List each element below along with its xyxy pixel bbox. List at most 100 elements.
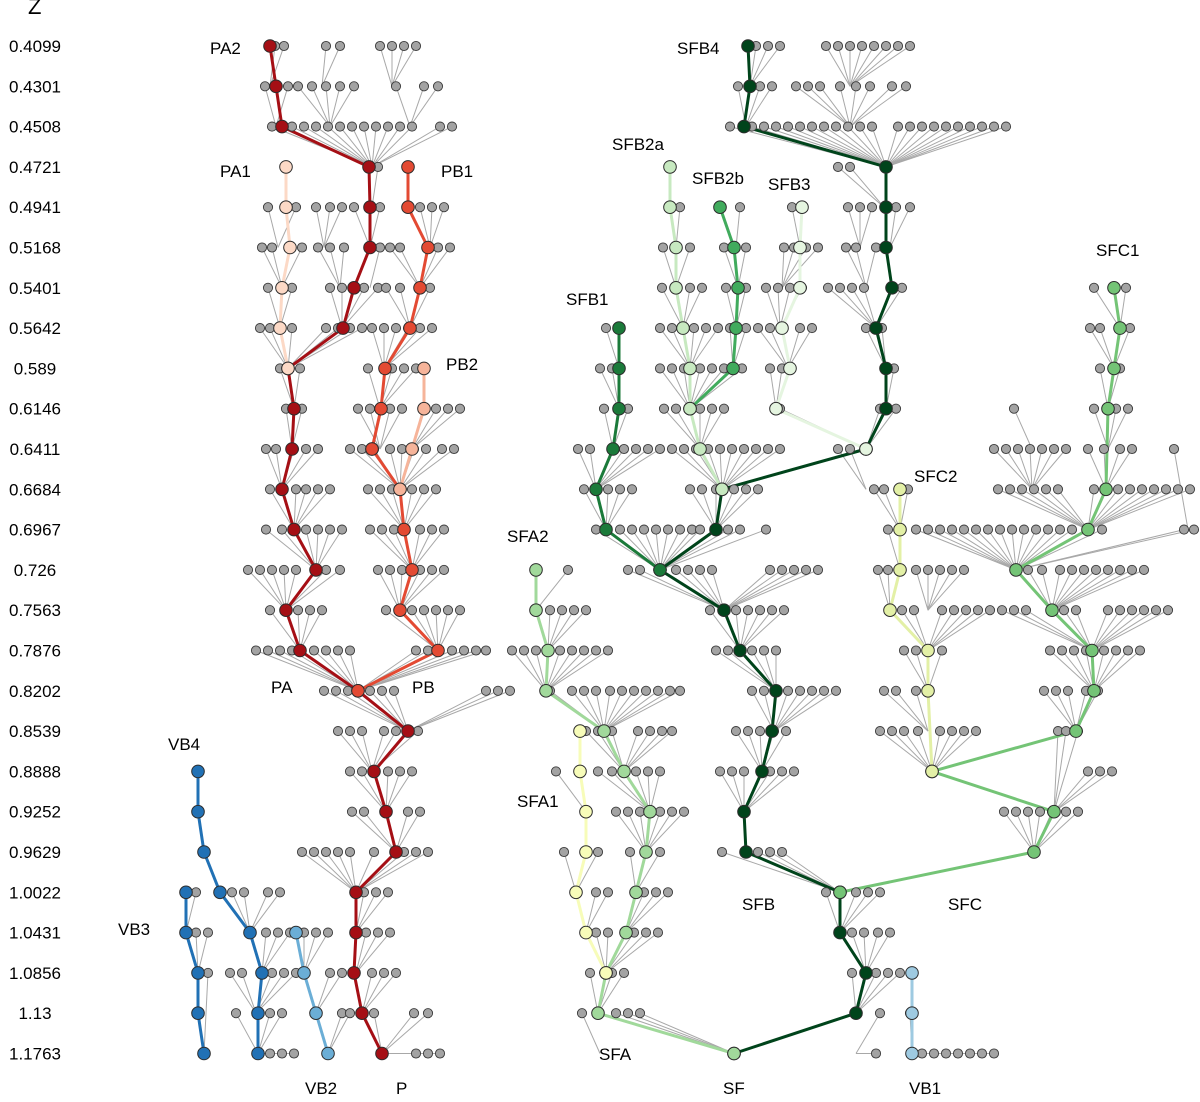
- progenitor-node: [806, 121, 818, 132]
- progenitor-link: [321, 45, 327, 87]
- progenitor-link: [887, 529, 901, 571]
- progenitor-node: [444, 242, 456, 253]
- progenitor-link: [603, 690, 659, 732]
- progenitor-node: [750, 443, 762, 455]
- progenitor-link: [429, 207, 433, 248]
- progenitor-link: [281, 247, 303, 289]
- progenitor-node: [654, 363, 666, 374]
- progenitor-node: [372, 927, 384, 938]
- progenitor-link: [337, 851, 357, 893]
- progenitor-node: [430, 484, 442, 495]
- progenitor-node: [390, 81, 402, 92]
- progenitor-node: [568, 605, 580, 616]
- progenitor-link: [1087, 489, 1119, 530]
- progenitor-link: [1003, 811, 1035, 853]
- progenitor-link: [1051, 569, 1061, 611]
- progenitor-link: [329, 86, 341, 127]
- progenitor-link: [385, 771, 413, 812]
- branch-node: [1107, 281, 1121, 295]
- progenitor-node: [658, 403, 670, 414]
- progenitor-node: [1124, 484, 1136, 495]
- progenitor-node: [272, 927, 284, 938]
- progenitor-node: [850, 81, 862, 92]
- progenitor-node: [1178, 524, 1190, 535]
- progenitor-node: [344, 645, 356, 656]
- progenitor-node: [324, 524, 336, 535]
- label-sfb2a: SFB2a: [612, 135, 665, 154]
- progenitor-node: [740, 484, 752, 495]
- progenitor-node: [1070, 605, 1082, 616]
- progenitor-link: [731, 771, 745, 812]
- progenitor-link: [335, 690, 409, 732]
- progenitor-node: [312, 443, 324, 455]
- progenitor-link: [645, 811, 685, 853]
- progenitor-link: [917, 730, 933, 772]
- branch-node: [285, 442, 299, 456]
- progenitor-link: [403, 488, 437, 530]
- progenitor-link: [371, 126, 441, 168]
- progenitor-node: [1000, 443, 1012, 455]
- progenitor-link: [773, 690, 825, 732]
- progenitor-link: [747, 730, 763, 772]
- progenitor-link: [293, 489, 319, 530]
- progenitor-node: [678, 443, 690, 455]
- branch-node: [529, 603, 543, 618]
- progenitor-node: [684, 282, 696, 293]
- axis-title: Z: [28, 0, 41, 19]
- progenitor-node: [1106, 766, 1118, 777]
- progenitor-node: [406, 121, 418, 132]
- label-sfc1: SFC1: [1096, 241, 1139, 260]
- progenitor-node: [1052, 484, 1064, 495]
- branch-node: [349, 925, 363, 940]
- progenitor-link: [682, 287, 703, 329]
- progenitor-node: [594, 363, 606, 374]
- progenitor-link: [871, 126, 887, 168]
- branch-node: [579, 925, 593, 940]
- progenitor-link: [963, 529, 1017, 571]
- branch-node: [179, 885, 193, 900]
- progenitor-link: [1105, 448, 1133, 490]
- progenitor-link: [1093, 650, 1129, 692]
- progenitor-link: [377, 569, 401, 611]
- progenitor-node: [1006, 524, 1018, 535]
- progenitor-node: [892, 121, 904, 132]
- branch-node: [431, 643, 445, 658]
- progenitor-link: [662, 247, 677, 288]
- progenitor-node: [358, 806, 370, 817]
- progenitor-node: [794, 121, 806, 132]
- progenitor-node: [230, 1008, 242, 1019]
- progenitor-node: [670, 564, 682, 575]
- progenitor-node: [1148, 484, 1160, 495]
- progenitor-node: [870, 1048, 882, 1059]
- progenitor-link: [399, 448, 427, 490]
- progenitor-link: [1015, 811, 1035, 853]
- progenitor-node: [364, 403, 376, 414]
- progenitor-node: [806, 685, 818, 696]
- progenitor-node: [1112, 484, 1124, 495]
- progenitor-link: [281, 448, 319, 490]
- progenitor-link: [605, 932, 647, 974]
- progenitor-node: [286, 323, 298, 334]
- branch-node: [539, 684, 553, 698]
- progenitor-node: [292, 605, 304, 616]
- progenitor-node: [1138, 564, 1150, 575]
- progenitor-link: [1087, 488, 1143, 531]
- progenitor-node: [654, 443, 666, 455]
- progenitor-link: [391, 45, 417, 87]
- label-sfa2: SFA2: [507, 527, 549, 546]
- progenitor-node: [306, 81, 318, 92]
- progenitor-link: [1033, 811, 1067, 853]
- redshift-label: 0.6146: [9, 400, 61, 419]
- progenitor-node: [958, 564, 970, 575]
- progenitor-node: [842, 202, 854, 213]
- progenitor-link: [545, 650, 573, 692]
- progenitor-link: [249, 892, 281, 933]
- progenitor-link: [267, 207, 279, 248]
- progenitor-link: [1113, 327, 1131, 369]
- progenitor-node: [726, 443, 738, 455]
- progenitor-link: [623, 730, 639, 772]
- progenitor-link: [837, 45, 851, 87]
- progenitor-link: [605, 932, 659, 974]
- progenitor-node: [928, 1048, 940, 1059]
- progenitor-link: [315, 207, 325, 248]
